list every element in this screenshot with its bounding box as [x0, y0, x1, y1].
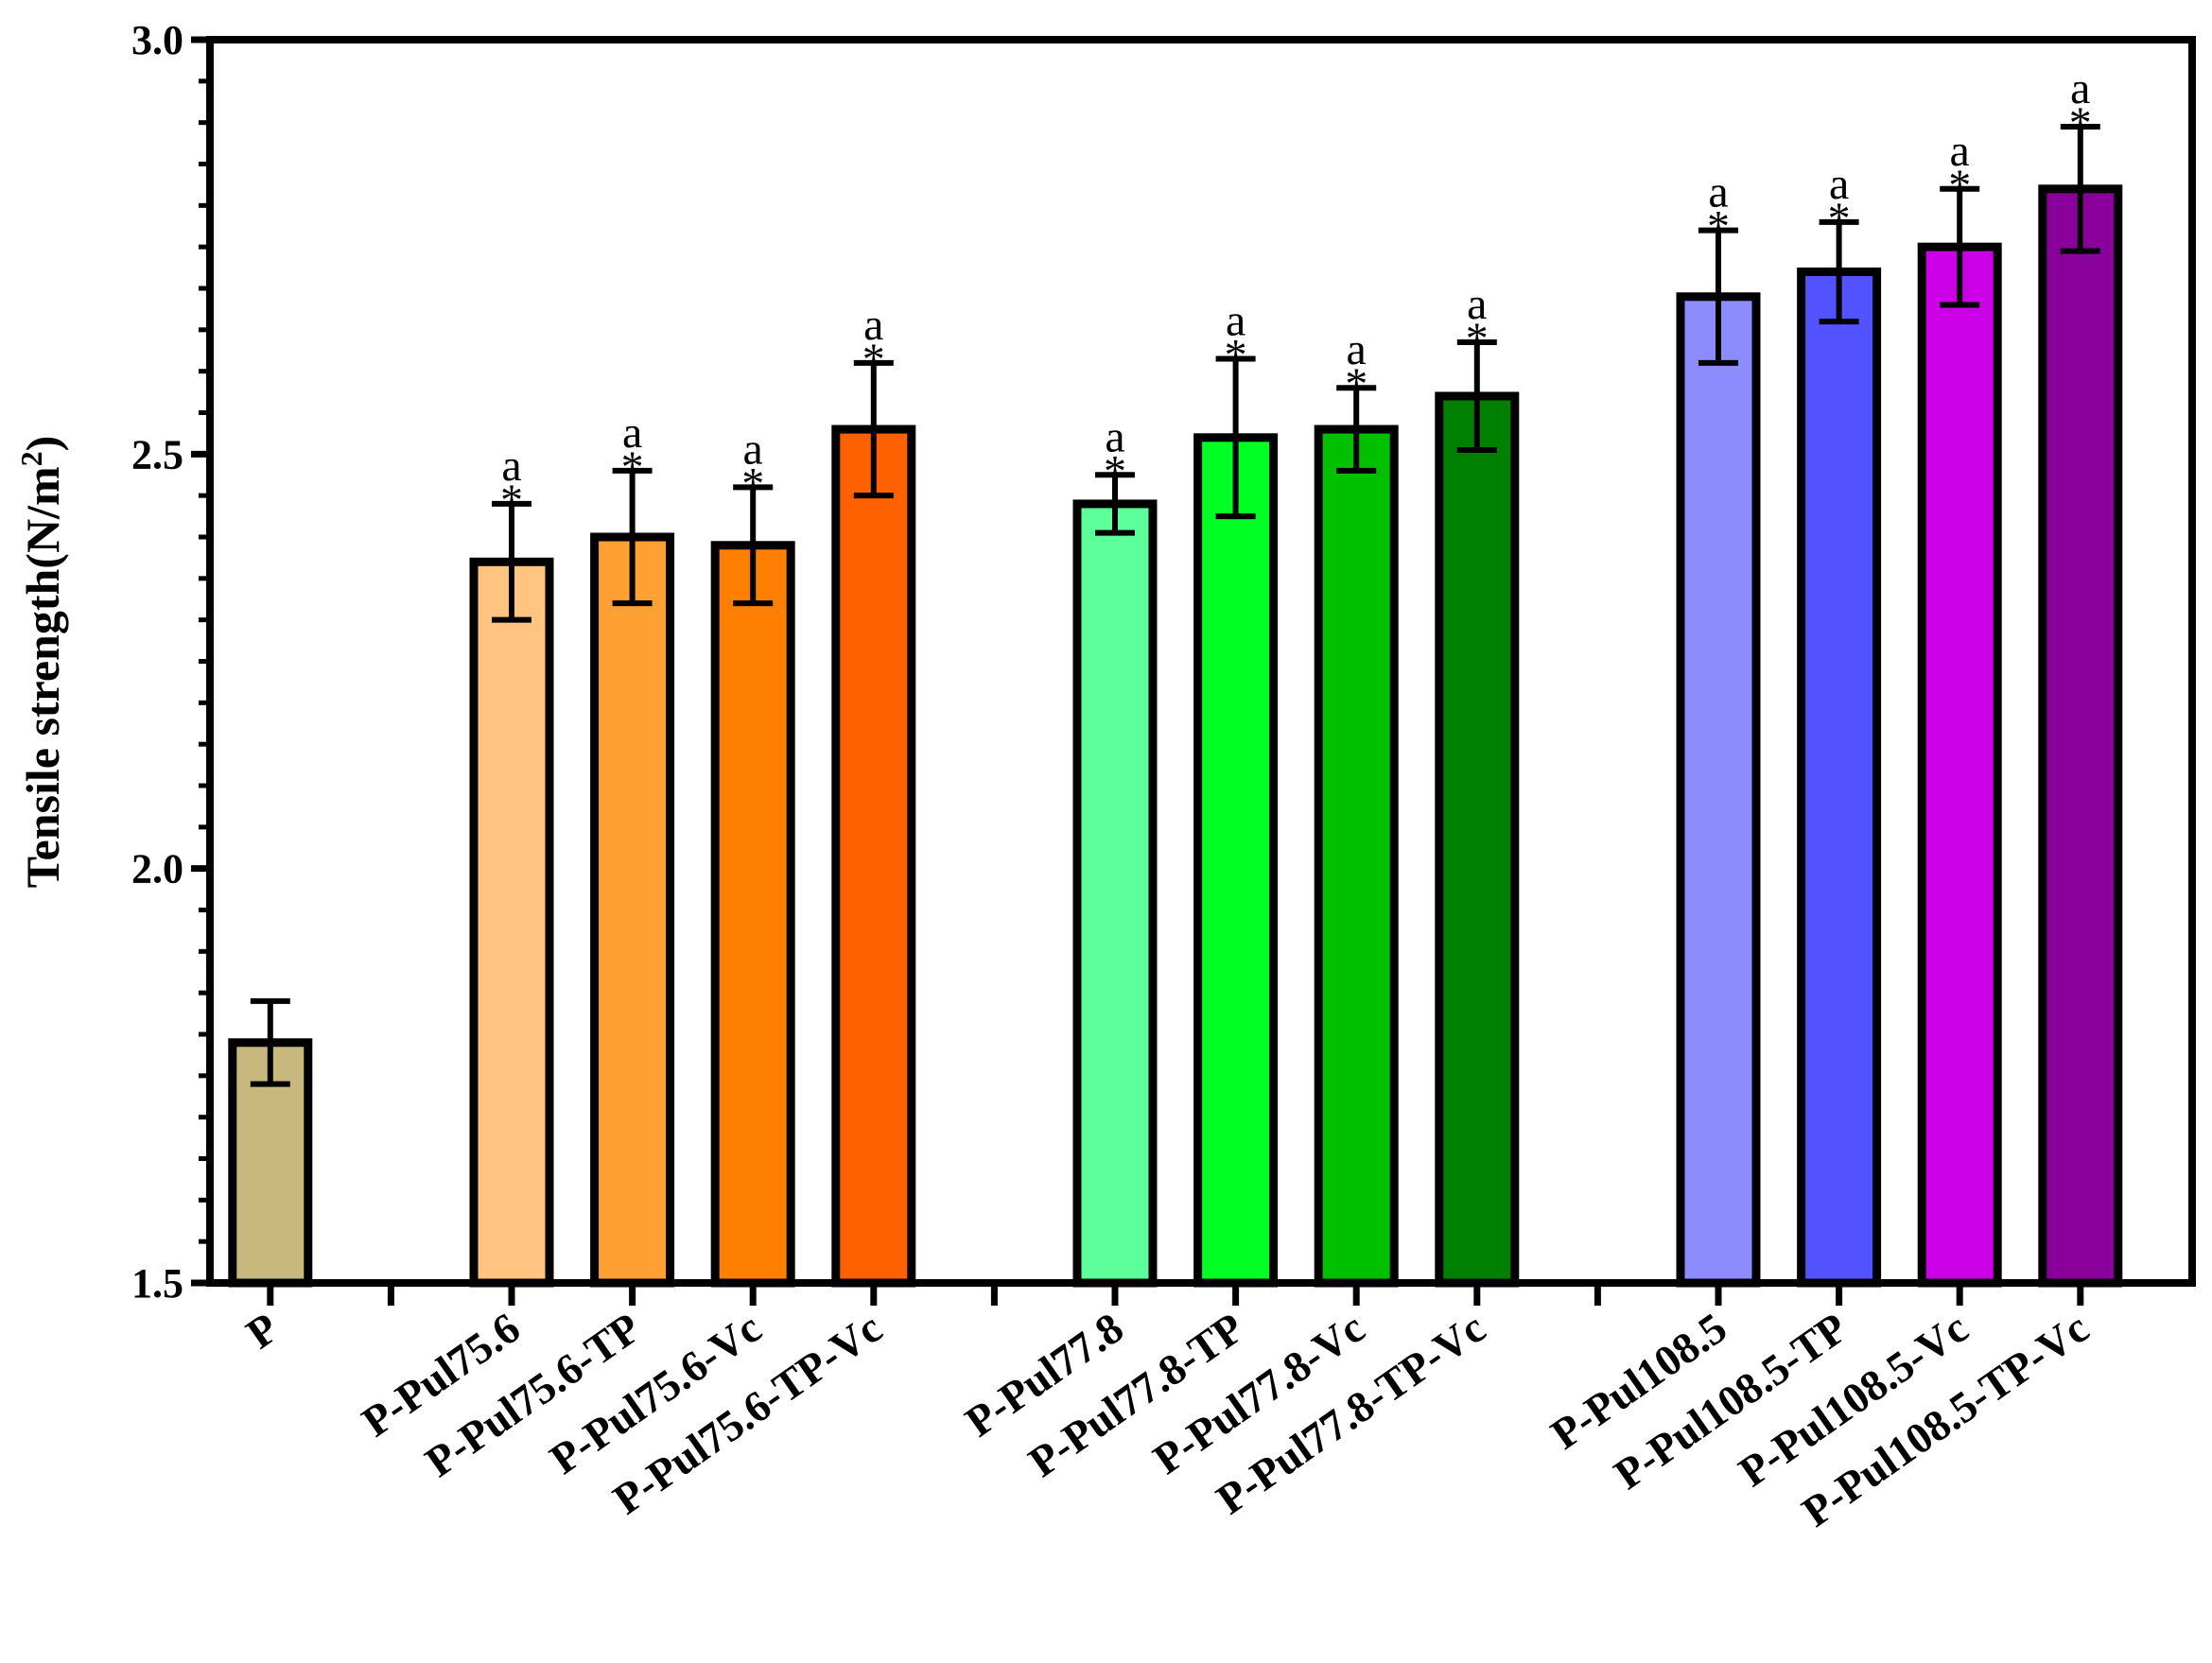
- significance-star: *: [500, 476, 523, 526]
- y-tick-label: 2.0: [131, 846, 183, 892]
- significance-letter: a: [1467, 279, 1487, 329]
- significance-star: *: [1104, 446, 1126, 496]
- bar-P-Pul77.8: [1072, 499, 1158, 1288]
- bar-P-Pul77.8-TP-Vc: [1435, 391, 1520, 1288]
- significance-letter: a: [743, 424, 763, 474]
- bar-P-Pul75.6-TP: [590, 532, 675, 1288]
- significance-star: *: [1707, 202, 1730, 252]
- error-bar-P-Pul77.8-TP-Vc: [1456, 338, 1497, 453]
- significance-star: *: [862, 335, 885, 385]
- significance-star: *: [1466, 314, 1489, 364]
- significance-letter: a: [622, 407, 642, 458]
- error-bar-P: [250, 997, 290, 1087]
- error-bar-P-Pul108.5-TP: [1819, 218, 1859, 325]
- error-bar-P-Pul75.6-TP-Vc: [853, 359, 894, 499]
- bar-P-Pul108.5-TP: [1797, 267, 1882, 1288]
- bar-P-Pul108.5-TP-Vc: [2038, 184, 2123, 1288]
- error-bar-P-Pul108.5-Vc: [1940, 185, 1980, 308]
- significance-star: *: [2069, 98, 2092, 148]
- bar-P-Pul77.8-Vc: [1314, 424, 1399, 1288]
- significance-letter: a: [1950, 126, 1970, 176]
- bar-P-Pul75.6: [469, 557, 554, 1288]
- significance-star: *: [741, 459, 764, 509]
- bar-P-Pul75.6-Vc: [710, 541, 795, 1288]
- y-tick-label: 2.5: [131, 431, 183, 477]
- y-tick-label: 3.0: [131, 17, 183, 63]
- significance-letter: a: [1226, 296, 1245, 346]
- bar-P-Pul75.6-TP-Vc: [831, 424, 916, 1288]
- error-bar-P-Pul77.8: [1095, 472, 1135, 536]
- significance-star: *: [1948, 161, 1971, 211]
- bar-P-Pul77.8-TP: [1193, 433, 1279, 1288]
- error-bar-P-Pul75.6: [492, 500, 531, 623]
- significance-letter: a: [863, 300, 883, 350]
- y-axis-title: Tensile strength(N/m2): [14, 436, 69, 889]
- significance-letter: a: [2070, 63, 2090, 113]
- significance-letter: a: [1105, 411, 1124, 461]
- error-bar-P-Pul108.5: [1698, 227, 1738, 366]
- significance-star: *: [1345, 359, 1367, 409]
- significance-letter: a: [1347, 324, 1367, 374]
- significance-letter: a: [1829, 159, 1849, 209]
- error-bar-P-Pul77.8-TP: [1215, 355, 1256, 520]
- axes: 1.52.02.53.0P P-Pul75.6P-Pul75.6-TPP-Pul7…: [131, 17, 2196, 1536]
- bar-P-Pul108.5: [1676, 292, 1761, 1288]
- plot-area: *a *a*a*a*a*a*a *a*a*a *a*a: [228, 63, 2123, 1288]
- error-bar-P-Pul77.8-Vc: [1336, 385, 1377, 474]
- error-bar-P-Pul75.6-TP: [612, 467, 653, 607]
- y-axis-title-superscript: 2: [14, 451, 48, 466]
- significance-star: *: [621, 442, 644, 493]
- x-tick-label: P: [237, 1303, 287, 1358]
- y-axis-title-main: Tensile strength(N/m: [16, 466, 69, 888]
- significance-star: *: [1828, 194, 1851, 244]
- error-bar-P-Pul75.6-Vc: [733, 484, 774, 607]
- significance-letter: a: [1708, 167, 1728, 217]
- error-bar-P-Pul108.5-TP-Vc: [2060, 124, 2100, 254]
- y-tick-label: 1.5: [131, 1260, 183, 1307]
- y-axis-title-close: ): [16, 436, 69, 452]
- significance-letter: a: [501, 441, 521, 491]
- significance-star: *: [1225, 331, 1247, 381]
- bar-P-Pul108.5-Vc: [1917, 242, 2002, 1288]
